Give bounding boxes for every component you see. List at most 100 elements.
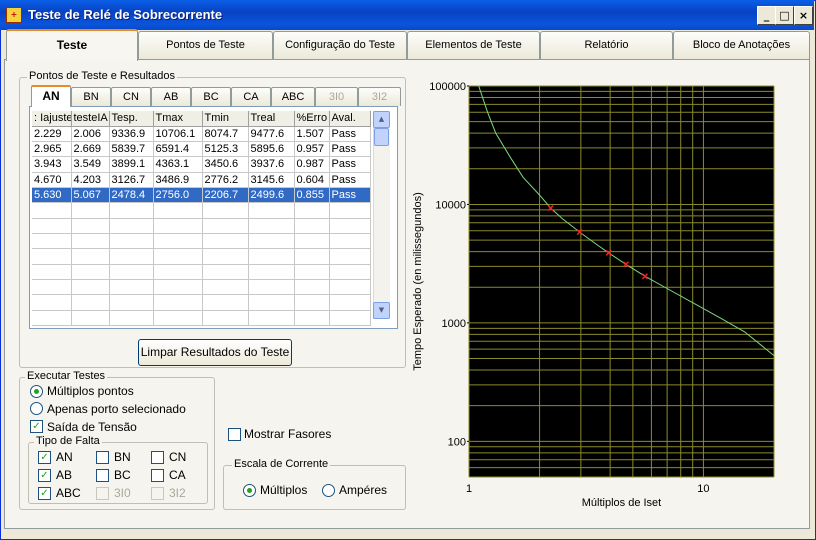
empty-cell bbox=[71, 202, 110, 219]
column-header[interactable]: testeIA bbox=[71, 111, 110, 127]
table-cell: Pass bbox=[329, 172, 371, 188]
table-scrollbar[interactable] bbox=[373, 111, 390, 319]
subtab-ca[interactable]: CA bbox=[231, 87, 271, 106]
table-cell: 3899.1 bbox=[109, 156, 154, 173]
test-point-marker bbox=[605, 249, 612, 256]
time-current-chart: 100000 10000 1000 100 1 10 Múltiplos de Iset Te… bbox=[412, 81, 775, 509]
fault-label-abc[interactable]: ABC bbox=[56, 486, 81, 500]
minimize-button[interactable]: _ bbox=[757, 6, 776, 25]
title-bar[interactable] bbox=[0, 0, 814, 30]
app-icon: + bbox=[6, 7, 22, 23]
subtab-bc[interactable]: BC bbox=[191, 87, 231, 106]
empty-cell bbox=[294, 310, 330, 327]
table-cell: 3126.7 bbox=[109, 172, 154, 188]
voltage-output-checkbox[interactable]: ✓ bbox=[30, 420, 43, 433]
subtab-an[interactable]: AN bbox=[31, 85, 71, 107]
voltage-output-label[interactable]: Saída de Tensão bbox=[47, 420, 137, 434]
tab-configuracao-do-teste[interactable]: Configuração do Teste bbox=[273, 31, 407, 59]
table-cell: 2.669 bbox=[71, 141, 110, 158]
scroll-up-button[interactable]: ▲ bbox=[373, 111, 390, 128]
column-header[interactable]: Aval. bbox=[329, 111, 371, 127]
amperes-label[interactable]: Ampéres bbox=[339, 483, 388, 497]
fault-checkbox-an[interactable]: ✓ bbox=[38, 451, 51, 464]
single-point-label[interactable]: Apenas porto selecionado bbox=[47, 402, 186, 416]
multiples-label[interactable]: Múltiplos bbox=[260, 483, 308, 497]
tab-relatorio[interactable]: Relatório bbox=[540, 31, 673, 59]
table-cell: 2.006 bbox=[71, 126, 110, 142]
clear-results-button[interactable]: Limpar Resultados do Teste bbox=[138, 339, 292, 366]
table-cell: 2776.2 bbox=[202, 172, 249, 188]
tab-teste[interactable]: Teste bbox=[6, 29, 138, 61]
table-cell: 8074.7 bbox=[202, 126, 249, 142]
column-header[interactable]: Tmax bbox=[153, 111, 203, 127]
x-tick-label: 10 bbox=[697, 483, 709, 495]
fault-label-cn[interactable]: CN bbox=[169, 450, 187, 464]
table-cell: 5.067 bbox=[71, 187, 110, 204]
show-phasors-label[interactable]: Mostrar Fasores bbox=[244, 427, 332, 441]
fault-checkbox-3i2[interactable] bbox=[151, 487, 164, 500]
subtab-bn[interactable]: BN bbox=[71, 87, 111, 106]
table-row[interactable]: 4.670 4.203 3126.7 3486.9 2776.2 3145.6 0.604 P… bbox=[32, 172, 371, 188]
fault-checkbox-ab[interactable]: ✓ bbox=[38, 469, 51, 482]
fault-checkbox-bc[interactable] bbox=[96, 469, 109, 482]
maximize-button[interactable]: □ bbox=[775, 6, 794, 25]
fault-label-bc[interactable]: BC bbox=[114, 468, 131, 482]
tab-bloco-de-anotacoes[interactable]: Bloco de Anotações bbox=[673, 31, 810, 59]
fault-label-an[interactable]: AN bbox=[56, 450, 73, 464]
empty-cell bbox=[248, 218, 295, 234]
tab-elementos-de-teste[interactable]: Elementos de Teste bbox=[407, 31, 540, 59]
table-cell: 6591.4 bbox=[153, 141, 203, 158]
multi-points-radio[interactable] bbox=[30, 385, 43, 398]
show-phasors-checkbox[interactable] bbox=[228, 428, 241, 441]
empty-cell bbox=[329, 264, 371, 280]
subtab-3i0[interactable]: 3I0 bbox=[315, 87, 358, 106]
fault-label-bn[interactable]: BN bbox=[114, 450, 131, 464]
empty-cell bbox=[153, 264, 203, 280]
fault-checkbox-3i0[interactable] bbox=[96, 487, 109, 500]
subtab-abc[interactable]: ABC bbox=[271, 87, 315, 106]
results-table[interactable]: : Iajuste testeIA Tesp. Tmax Tmin Treal %Erro A… bbox=[32, 111, 371, 327]
table-row[interactable]: 5.630 5.067 2478.4 2756.0 2206.7 2499.6 0.855 P… bbox=[32, 187, 371, 204]
empty-cell bbox=[202, 294, 249, 311]
fault-label-ab[interactable]: AB bbox=[56, 468, 73, 482]
empty-cell bbox=[32, 294, 72, 311]
multiples-radio[interactable] bbox=[243, 484, 256, 497]
table-row[interactable]: 2.229 2.006 9336.9 10706.1 8074.7 9477.6 1.507… bbox=[32, 126, 371, 142]
column-header[interactable]: Treal bbox=[248, 111, 295, 127]
x-axis-label: Múltiplos de Iset bbox=[582, 497, 661, 509]
fault-label-ca[interactable]: CA bbox=[169, 468, 186, 482]
column-header[interactable]: Tmin bbox=[202, 111, 249, 127]
table-row[interactable]: 3.943 3.549 3899.1 4363.1 3450.6 3937.6 0.987 P… bbox=[32, 156, 371, 173]
results-group bbox=[19, 77, 406, 368]
empty-cell bbox=[294, 294, 330, 311]
empty-cell bbox=[248, 279, 295, 296]
subtab-cn[interactable]: CN bbox=[111, 87, 151, 106]
table-cell: 5.630 bbox=[32, 187, 72, 204]
empty-table-row bbox=[32, 218, 371, 234]
amperes-radio[interactable] bbox=[322, 484, 335, 497]
empty-cell bbox=[294, 264, 330, 280]
empty-cell bbox=[153, 248, 203, 265]
subtab-3i2[interactable]: 3I2 bbox=[358, 87, 401, 106]
single-point-radio[interactable] bbox=[30, 402, 43, 415]
fault-checkbox-cn[interactable] bbox=[151, 451, 164, 464]
fault-checkbox-bn[interactable] bbox=[96, 451, 109, 464]
subtab-ab[interactable]: AB bbox=[151, 87, 191, 106]
empty-cell bbox=[153, 294, 203, 311]
tab-pontos-de-teste[interactable]: Pontos de Teste bbox=[138, 31, 273, 59]
fault-label-3i2[interactable]: 3I2 bbox=[169, 486, 186, 500]
table-row[interactable]: 2.965 2.669 5839.7 6591.4 5125.3 5895.6 0.957 P… bbox=[32, 141, 371, 158]
empty-cell bbox=[294, 248, 330, 265]
multi-points-label[interactable]: Múltiplos pontos bbox=[47, 384, 134, 398]
column-header[interactable]: %Erro bbox=[294, 111, 330, 127]
close-button[interactable]: × bbox=[794, 6, 813, 25]
column-header[interactable]: : Iajuste bbox=[32, 111, 72, 127]
scroll-down-button[interactable]: ▼ bbox=[373, 302, 390, 319]
fault-checkbox-ca[interactable] bbox=[151, 469, 164, 482]
table-cell: 9477.6 bbox=[248, 126, 295, 142]
column-header[interactable]: Tesp. bbox=[109, 111, 154, 127]
x-tick-label: 1 bbox=[466, 483, 472, 495]
scroll-thumb[interactable] bbox=[374, 128, 389, 146]
fault-checkbox-abc[interactable]: ✓ bbox=[38, 487, 51, 500]
fault-label-3i0[interactable]: 3I0 bbox=[114, 486, 131, 500]
